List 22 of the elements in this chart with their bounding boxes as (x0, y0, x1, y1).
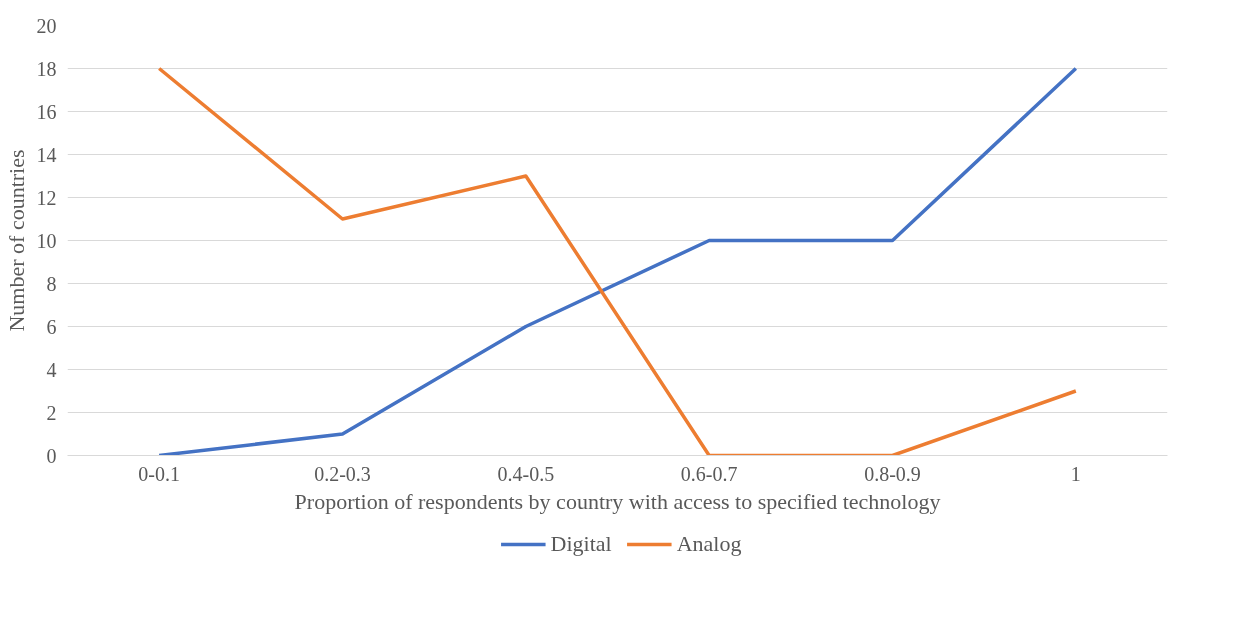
y-tick-label: 6 (46, 315, 57, 338)
y-axis-title: Number of countries (3, 149, 29, 332)
y-tick-label: 8 (46, 272, 57, 295)
y-tick-label: 10 (36, 229, 57, 252)
x-tick-label: 0.4-0.5 (497, 462, 555, 485)
x-axis-title: Proportion of respondents by country with access to specified technology (294, 488, 941, 514)
y-tick-label: 0 (46, 444, 57, 467)
legend-label: Analog (676, 530, 742, 557)
x-tick-label: 0.2-0.3 (314, 462, 371, 485)
y-tick-label: 20 (36, 14, 57, 37)
x-tick-label: 1 (1070, 462, 1081, 485)
legend-label: Digital (550, 530, 612, 557)
x-tick-label: 0.6-0.7 (680, 462, 738, 485)
x-tick-label: 0.8-0.9 (864, 462, 921, 485)
x-tick-label: 0-0.1 (138, 462, 181, 485)
y-tick-label: 14 (36, 143, 57, 166)
y-tick-label: 18 (36, 57, 57, 80)
line-series (157, 66, 1078, 456)
y-tick-label: 16 (36, 100, 57, 123)
y-tick-label: 2 (46, 401, 57, 424)
y-tick-label: 12 (36, 186, 57, 209)
y-tick-label: 4 (46, 358, 57, 381)
